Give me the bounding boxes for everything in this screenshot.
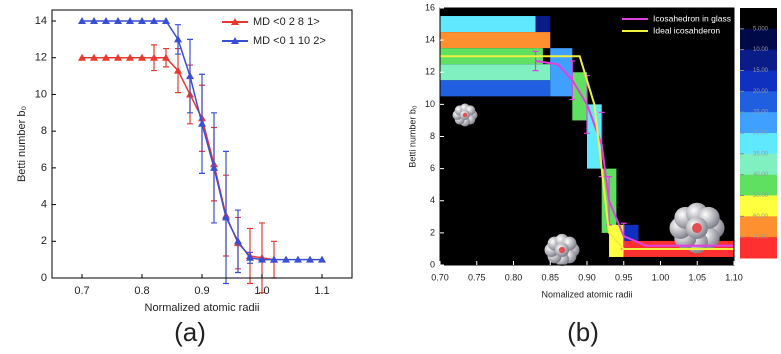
heatmap-cell <box>440 32 550 48</box>
x-tick-label: 0.8 <box>134 285 149 297</box>
y-tick-label: 12 <box>425 67 435 77</box>
legend-label: Ideal icosahderon <box>653 25 720 35</box>
y-tick-label: 10 <box>35 88 47 100</box>
y-tick-label: 2 <box>41 235 47 247</box>
colorbar-tick-label: 35.00 <box>753 151 769 157</box>
legend-label: Icosahedron in glass <box>653 13 731 23</box>
y-tick-label: 4 <box>41 198 47 210</box>
colorbar-tick-label: 60.00 <box>753 214 769 220</box>
x-tick-label: 0.85 <box>541 272 559 282</box>
heatmap-cell <box>572 72 587 120</box>
y-tick-label: 16 <box>425 2 435 12</box>
x-tick-label: 0.90 <box>578 272 596 282</box>
center-atom <box>463 113 468 118</box>
figure: MD <0 2 8 1>MD <0 1 10 2>024681012140.70… <box>0 0 781 354</box>
y-axis-label: Betti number b₀ <box>407 105 417 168</box>
y-tick-label: 6 <box>430 163 435 173</box>
x-tick-label: 1.00 <box>652 272 670 282</box>
heatmap-cell <box>440 64 550 80</box>
panel-label: (a) <box>174 317 206 347</box>
x-tick-label: 0.80 <box>505 272 523 282</box>
colorbar-tick-label: 15.00 <box>753 68 769 74</box>
x-tick-label: 1.0 <box>254 285 269 297</box>
colorbar-tick-label: 70.00 <box>753 235 769 241</box>
y-axis-label: Betti number b₀ <box>16 106 28 182</box>
x-tick-label: 0.75 <box>468 272 486 282</box>
colorbar-tick-label: 5.000 <box>753 26 769 32</box>
center-atom <box>559 247 565 253</box>
legend-label: MD <0 1 10 2> <box>253 35 326 47</box>
y-tick-label: 2 <box>430 227 435 237</box>
y-tick-label: 0 <box>41 272 47 284</box>
heatmap-cell <box>440 16 536 32</box>
y-tick-label: 8 <box>430 131 435 141</box>
y-tick-label: 6 <box>41 162 47 174</box>
y-tick-label: 0 <box>430 259 435 269</box>
x-axis-label: Nomalized atomic radii <box>541 289 632 299</box>
center-atom <box>692 223 702 233</box>
colorbar-tick-label: 40.00 <box>753 172 769 178</box>
x-tick-label: 1.10 <box>725 272 743 282</box>
colorbar-tick-label: 50.00 <box>753 193 769 199</box>
heatmap-cell <box>536 16 551 32</box>
y-tick-label: 14 <box>425 35 435 45</box>
colorbar-tick-label: 20.00 <box>753 89 769 95</box>
x-tick-label: 0.9 <box>194 285 209 297</box>
y-tick-label: 4 <box>430 195 435 205</box>
x-tick-label: 0.7 <box>74 285 89 297</box>
panel-label: (b) <box>567 317 599 347</box>
x-axis-label: Normalized atomic radii <box>145 302 260 314</box>
y-tick-label: 14 <box>35 15 47 27</box>
x-tick-label: 0.95 <box>615 272 633 282</box>
legend-label: MD <0 2 8 1> <box>253 16 320 28</box>
colorbar-tick-label: 25.00 <box>753 110 769 116</box>
colorbar-tick-label: 30.00 <box>753 131 769 137</box>
x-tick-label: 0.70 <box>431 272 449 282</box>
y-tick-label: 10 <box>425 99 435 109</box>
x-tick-label: 1.1 <box>314 285 329 297</box>
y-tick-label: 12 <box>35 52 47 64</box>
heatmap-cell <box>440 80 550 96</box>
x-tick-label: 1.05 <box>688 272 706 282</box>
colorbar-tick-label: 10.00 <box>753 47 769 53</box>
cluster-illustration <box>453 104 478 127</box>
y-tick-label: 8 <box>41 125 47 137</box>
